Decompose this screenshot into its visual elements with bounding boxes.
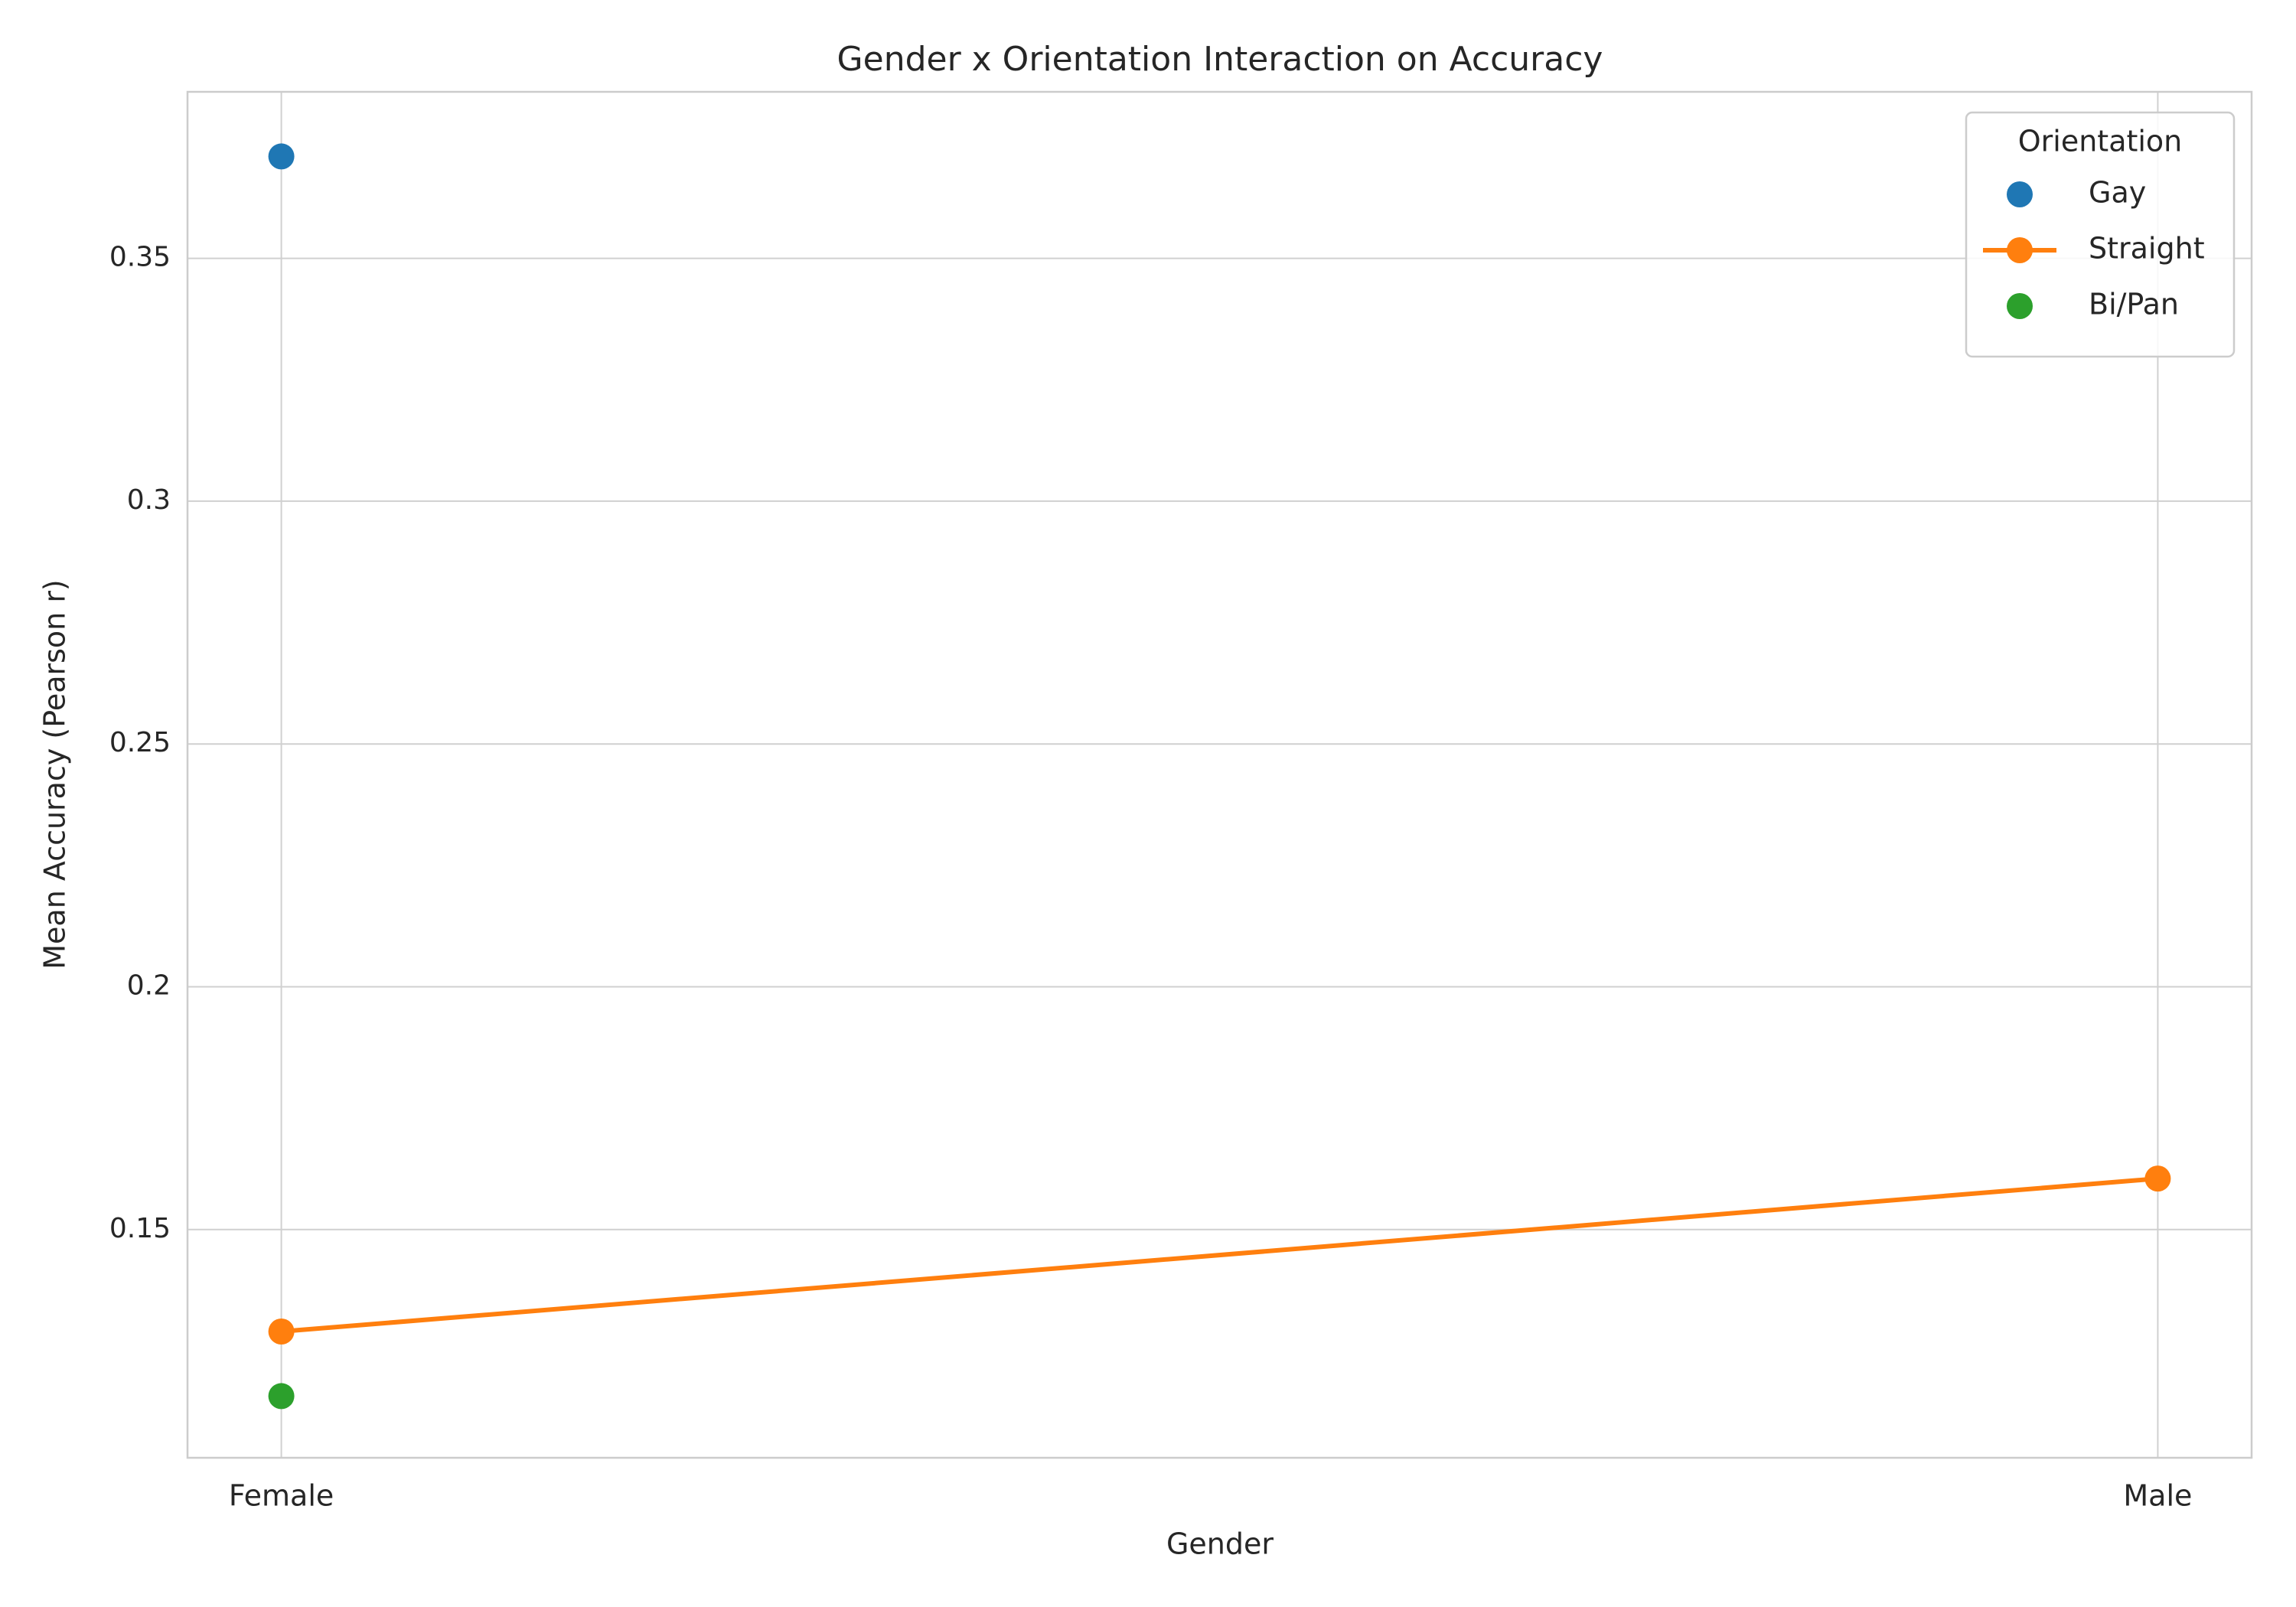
legend-marker [2007,293,2033,319]
data-point [2144,1165,2171,1192]
x-tick-label: Male [2123,1479,2192,1513]
legend-marker [2007,237,2033,263]
legend-box [1965,111,2236,358]
legend-label: Bi/Pan [2089,288,2179,321]
chart-title: Gender x Orientation Interaction on Accu… [837,40,1603,79]
legend-label: Straight [2089,232,2205,266]
y-tick-label: 0.2 [127,970,171,1001]
data-point [268,1383,295,1410]
data-point [268,1319,295,1345]
series-line [281,1176,2158,1335]
legend-marker [2007,181,2033,207]
legend-label: Gay [2089,176,2146,210]
plot-frame [186,90,2253,1459]
y-tick-label: 0.3 [127,484,171,516]
y-tick-label: 0.15 [109,1213,171,1244]
x-axis-label: Gender [1166,1527,1274,1561]
x-tick-label: Female [229,1479,334,1513]
y-tick-label: 0.35 [109,242,171,273]
data-point [268,143,295,170]
legend-title: Orientation [2018,125,2183,158]
y-tick-label: 0.25 [109,727,171,758]
y-axis-label: Mean Accuracy (Pearson r) [38,579,72,970]
